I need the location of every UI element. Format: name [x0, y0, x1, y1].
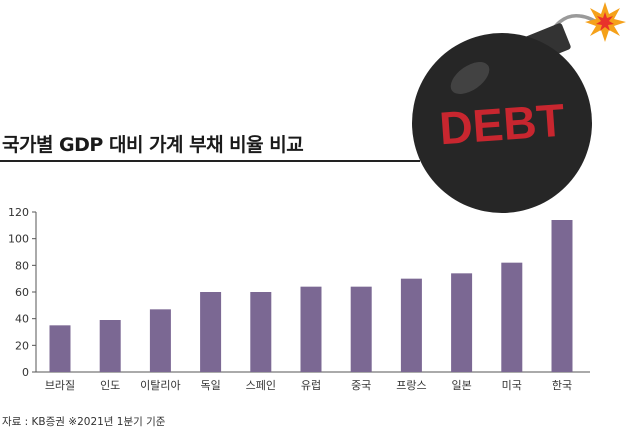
x-tick-label: 한국	[552, 379, 572, 392]
chart-title: 국가별 GDP 대비 가계 부채 비율 비교	[2, 134, 304, 156]
x-tick-label: 유럽	[301, 378, 321, 392]
bomb-label: DEBT	[438, 94, 567, 155]
bar-8	[451, 273, 473, 372]
y-tick-label: 80	[15, 259, 29, 272]
y-tick-label: 20	[15, 339, 29, 352]
bar-6	[350, 286, 372, 372]
bomb-highlight	[450, 62, 490, 94]
bar-3	[200, 292, 222, 372]
source-note: 자료 : KB증권 ※2021년 1분기 기준	[2, 416, 166, 428]
x-tick-label: 이탈리아	[140, 379, 180, 392]
y-tick-label: 120	[8, 206, 29, 219]
x-tick-label: 중국	[351, 379, 371, 392]
bar-9	[501, 262, 523, 372]
title-divider	[0, 160, 420, 162]
bar-1	[99, 320, 121, 372]
x-tick-label: 독일	[200, 378, 220, 392]
y-tick-label: 60	[15, 286, 29, 299]
bar-2	[149, 309, 171, 372]
x-tick-label: 스페인	[246, 379, 276, 392]
y-tick-label: 0	[22, 366, 29, 379]
bar-10	[551, 220, 573, 372]
bar-4	[250, 292, 272, 372]
x-axis-labels: 브라질 인도 이탈리아 독일 스페인 유럽 중국 프랑스 일본 미국 한국	[45, 378, 572, 392]
y-tick-label: 40	[15, 313, 29, 326]
spark-core-icon	[596, 12, 614, 31]
x-tick-label: 일본	[451, 378, 471, 392]
bar-0	[49, 325, 71, 372]
bars	[49, 220, 573, 372]
bar-7	[400, 278, 422, 372]
y-tick-label: 100	[8, 233, 29, 246]
x-tick-label: 브라질	[45, 379, 75, 392]
bar-5	[300, 286, 322, 372]
x-tick-label: 미국	[502, 379, 522, 392]
x-tick-label: 인도	[100, 379, 120, 392]
x-tick-label: 프랑스	[396, 379, 426, 392]
